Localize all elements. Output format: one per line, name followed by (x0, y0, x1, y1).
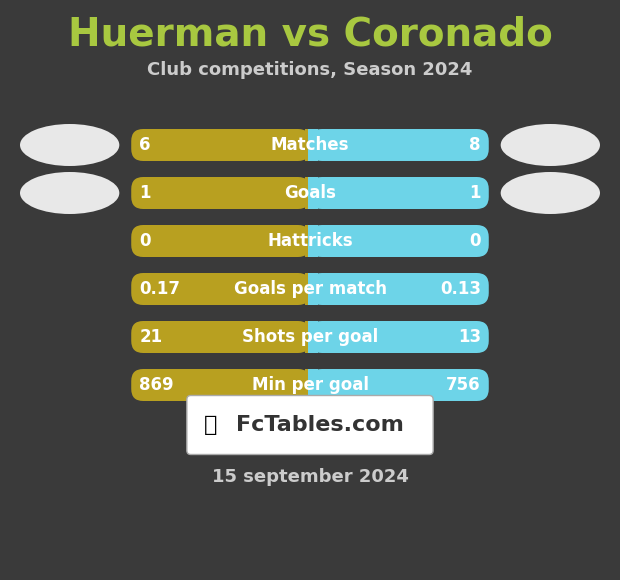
Text: Goals per match: Goals per match (234, 280, 386, 298)
Ellipse shape (501, 172, 600, 214)
Text: 15 september 2024: 15 september 2024 (211, 468, 409, 486)
Text: 6: 6 (139, 136, 151, 154)
Bar (305, 321, 315, 353)
FancyBboxPatch shape (131, 129, 310, 161)
FancyBboxPatch shape (131, 273, 310, 305)
Bar (308, 369, 318, 401)
FancyBboxPatch shape (310, 321, 489, 353)
Bar (308, 225, 318, 257)
Text: 869: 869 (139, 376, 174, 394)
Bar (305, 129, 315, 161)
FancyBboxPatch shape (310, 129, 489, 161)
Text: 0: 0 (139, 232, 151, 250)
Ellipse shape (20, 124, 119, 166)
FancyBboxPatch shape (131, 321, 310, 353)
FancyBboxPatch shape (187, 396, 433, 455)
Bar (308, 177, 318, 209)
FancyBboxPatch shape (310, 177, 489, 209)
FancyBboxPatch shape (131, 225, 310, 257)
Bar (305, 177, 315, 209)
Text: 1: 1 (469, 184, 481, 202)
Ellipse shape (501, 124, 600, 166)
Text: Min per goal: Min per goal (252, 376, 368, 394)
Bar (308, 129, 318, 161)
Ellipse shape (20, 172, 119, 214)
Bar (305, 225, 315, 257)
Bar (305, 369, 315, 401)
FancyBboxPatch shape (310, 369, 489, 401)
Bar (308, 321, 318, 353)
Text: 1: 1 (139, 184, 151, 202)
Text: 0.13: 0.13 (440, 280, 481, 298)
Text: 21: 21 (139, 328, 162, 346)
FancyBboxPatch shape (310, 273, 489, 305)
Text: 8: 8 (469, 136, 481, 154)
Text: 📊: 📊 (204, 415, 218, 435)
FancyBboxPatch shape (131, 369, 310, 401)
Bar (308, 273, 318, 305)
Text: Huerman vs Coronado: Huerman vs Coronado (68, 16, 552, 54)
Text: Hattricks: Hattricks (267, 232, 353, 250)
Text: Goals: Goals (284, 184, 336, 202)
FancyBboxPatch shape (310, 225, 489, 257)
Text: 0.17: 0.17 (139, 280, 180, 298)
Text: Shots per goal: Shots per goal (242, 328, 378, 346)
Text: 13: 13 (458, 328, 481, 346)
Text: Matches: Matches (271, 136, 349, 154)
Bar (305, 273, 315, 305)
Text: 756: 756 (446, 376, 481, 394)
Text: Club competitions, Season 2024: Club competitions, Season 2024 (148, 61, 472, 79)
Text: 0: 0 (469, 232, 481, 250)
FancyBboxPatch shape (131, 177, 310, 209)
Text: FcTables.com: FcTables.com (236, 415, 404, 435)
